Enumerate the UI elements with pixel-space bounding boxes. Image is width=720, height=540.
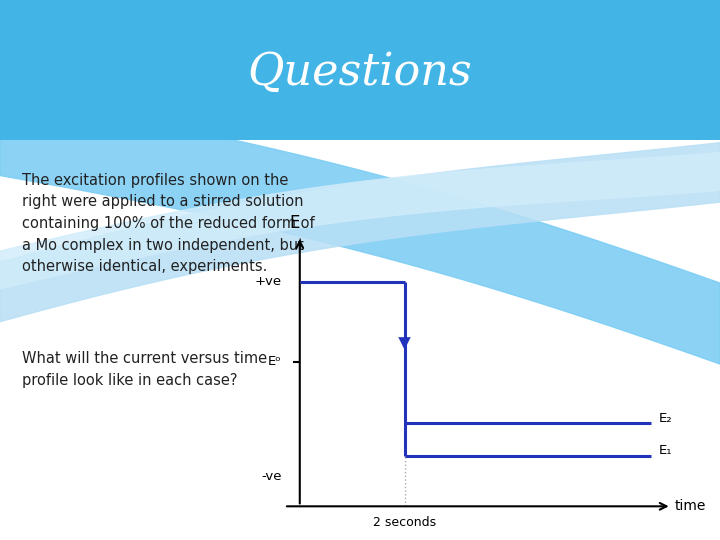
Text: E: E [289, 214, 300, 232]
Text: The excitation profiles shown on the
right were applied to a stirred solution
co: The excitation profiles shown on the rig… [22, 173, 314, 274]
Text: time: time [674, 500, 706, 514]
Text: Eᵒ: Eᵒ [268, 355, 282, 368]
Text: E₂: E₂ [659, 411, 672, 424]
Text: Questions: Questions [248, 51, 472, 94]
Bar [0, 0, 720, 140]
Text: +ve: +ve [254, 275, 282, 288]
Text: What will the current versus time
profile look like in each case?: What will the current versus time profil… [22, 351, 266, 388]
Text: -ve: -ve [261, 470, 282, 483]
Bar [0, 0, 720, 140]
Text: 2 seconds: 2 seconds [373, 516, 436, 529]
Text: E₁: E₁ [659, 444, 672, 457]
